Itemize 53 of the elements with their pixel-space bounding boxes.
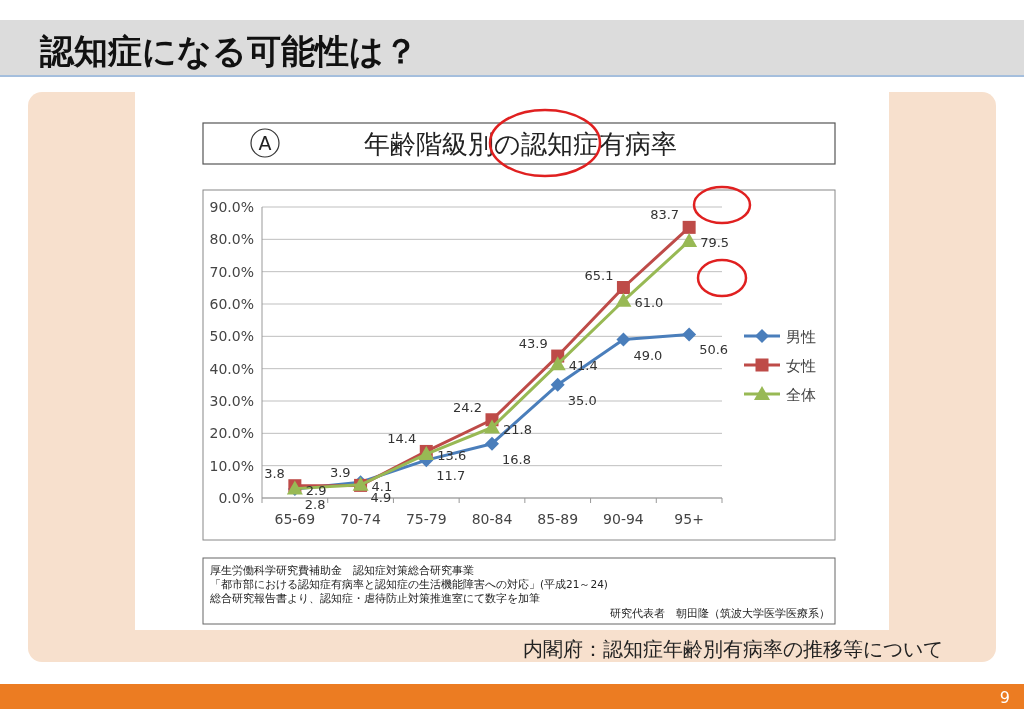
legend-label: 男性 <box>786 328 816 346</box>
data-label: 50.6 <box>699 342 729 358</box>
data-label: 2.8 <box>304 496 326 512</box>
y-tick-label: 90.0% <box>209 199 254 215</box>
point <box>550 377 565 392</box>
data-label: 3.9 <box>329 465 351 481</box>
data-label: 43.9 <box>518 336 548 352</box>
data-label: 61.0 <box>634 294 664 310</box>
data-label: 83.7 <box>650 207 680 223</box>
x-tick-label: 90-94 <box>603 511 644 527</box>
point <box>682 327 697 342</box>
point <box>681 232 698 247</box>
data-label: 16.8 <box>502 451 531 467</box>
point <box>484 419 500 434</box>
legend-label: 全体 <box>786 386 816 404</box>
data-label: 14.4 <box>387 431 417 447</box>
y-tick-label: 0.0% <box>218 490 254 506</box>
x-tick-label: 80-84 <box>471 511 513 527</box>
x-tick-label: 95+ <box>674 511 704 527</box>
x-tick-label: 70-74 <box>340 511 381 527</box>
y-tick-label: 40.0% <box>209 360 254 377</box>
y-tick-label: 10.0% <box>209 457 254 474</box>
chart-title: 認知症になる可能性は？ <box>39 31 418 71</box>
x-tick-label: 65-69 <box>274 511 316 527</box>
y-tick-label: 30.0% <box>209 393 254 409</box>
y-tick-label: 20.0% <box>209 425 254 442</box>
y-tick-label: 80.0% <box>209 231 254 248</box>
data-label: 35.0 <box>567 392 597 408</box>
text: 厚生労働科学研究費補助金 認知症対策総合研究事業 <box>210 564 474 576</box>
data-label: 49.0 <box>633 347 663 363</box>
y-tick-label: 60.0% <box>209 296 254 312</box>
y-tick-label: 50.0% <box>209 328 254 345</box>
data-label: 3.8 <box>264 465 285 481</box>
data-label: 79.5 <box>700 234 730 250</box>
legend-label: 女性 <box>786 357 816 375</box>
text: 9 <box>999 688 1010 707</box>
point <box>485 436 499 451</box>
y-tick-label: 70.0% <box>209 263 254 280</box>
text: 総合研究報告書より、認知症・虐待防止対策推進室にて数字を加筆 <box>209 592 540 604</box>
data-label: 24.2 <box>453 399 482 415</box>
x-tick-label: 85-89 <box>537 511 579 527</box>
x-tick-label: 75-79 <box>405 511 447 527</box>
data-label: 65.1 <box>584 267 614 283</box>
text: 研究代表者 朝田隆（筑波大学医学医療系） <box>610 607 830 619</box>
data-label: 11.7 <box>436 468 466 484</box>
text: 内閣府：認知症年齢別有病率の推移等について <box>523 637 943 661</box>
point <box>616 281 630 295</box>
point <box>549 356 566 371</box>
text: A <box>258 132 272 154</box>
point <box>682 220 696 234</box>
point <box>616 332 631 347</box>
text: 「都市部における認知症有病率と認知症の生活機能障害への対応」(平成21～24) <box>210 578 608 591</box>
point <box>615 292 632 307</box>
